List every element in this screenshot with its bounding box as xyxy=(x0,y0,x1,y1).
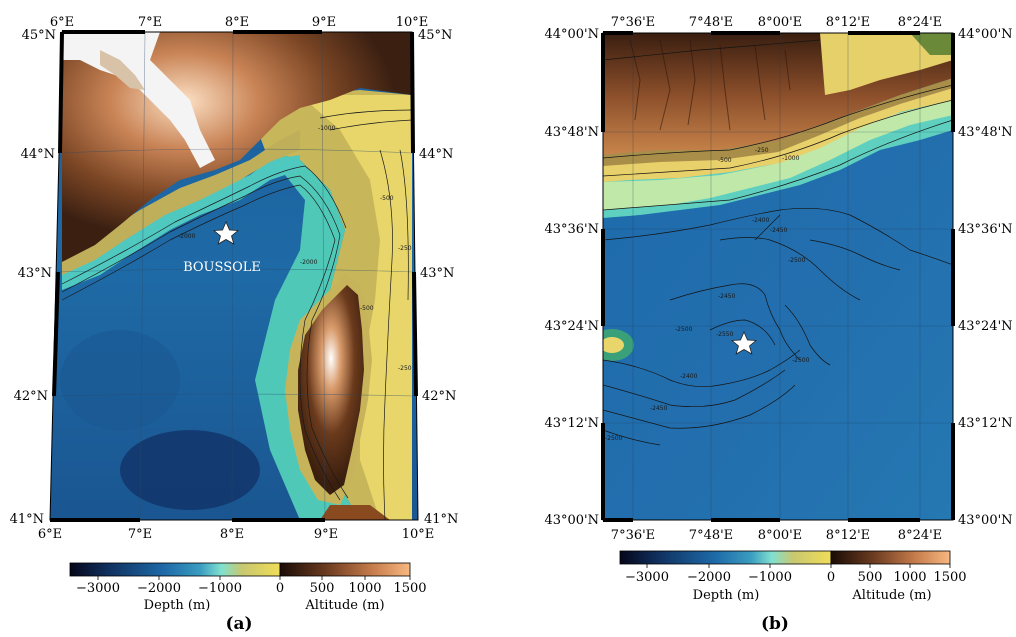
lat-label-left: 45°N xyxy=(22,28,56,43)
lat-label-right: 41°N xyxy=(424,512,458,527)
altitude-axis-label: Altitude (m) xyxy=(851,588,931,603)
contour-label: -1000 xyxy=(782,155,800,162)
contour-label: -2550 xyxy=(716,331,734,338)
lon-label-top: 6°E xyxy=(50,15,74,30)
panel-b-label: (b) xyxy=(761,614,789,634)
colorbar-tick: −1000 xyxy=(198,581,242,596)
contour-label: -250 xyxy=(755,147,769,154)
lon-label-bottom: 8°E xyxy=(220,527,244,542)
lat-label-left: 41°N xyxy=(10,512,44,527)
lon-label-top: 7°E xyxy=(138,15,162,30)
contour-label: -2000 xyxy=(178,233,196,240)
lat-label-right: 43°36'N xyxy=(958,222,1013,237)
lon-label-bottom: 8°12'E xyxy=(826,528,870,543)
panel-a: BOUSSOLE -2000 -2000 -1000 -500 -500 -25… xyxy=(0,0,480,637)
colorbar-tick: −3000 xyxy=(76,581,120,596)
lon-label-top: 10°E xyxy=(396,15,429,30)
contour-label: -2450 xyxy=(718,293,736,300)
lon-label-bottom: 7°48'E xyxy=(689,528,733,543)
map-a-svg: BOUSSOLE -2000 -2000 -1000 -500 -500 -25… xyxy=(10,15,459,613)
boussole-star-icon xyxy=(212,221,240,245)
lat-label-left: 43°00'N xyxy=(544,513,599,528)
lat-label-right: 43°48'N xyxy=(958,125,1013,140)
colorbar-tick: 1000 xyxy=(893,570,926,585)
lat-label-left: 42°N xyxy=(14,389,48,404)
colorbar-tick: 0 xyxy=(827,570,835,585)
contour-label: -2400 xyxy=(752,217,770,224)
map-b-terrain xyxy=(603,33,953,520)
contour-label: -500 xyxy=(718,157,732,164)
colorbar-tick: 1500 xyxy=(933,570,966,585)
colorbar-a: −3000 −2000 −1000 0 500 1000 1500 Depth … xyxy=(69,562,427,613)
colorbar-tick: 500 xyxy=(310,581,335,596)
lon-label-bottom: 9°E xyxy=(314,527,338,542)
contour-label: -2450 xyxy=(650,405,668,412)
contours-a xyxy=(61,109,413,520)
colorbar-tick: −1000 xyxy=(748,570,792,585)
lat-label-left: 43°48'N xyxy=(544,125,599,140)
lat-label-right: 44°00'N xyxy=(958,27,1013,42)
lon-label-bottom: 10°E xyxy=(402,527,435,542)
lat-label-right: 43°00'N xyxy=(958,513,1013,528)
lat-label-right: 45°N xyxy=(418,28,452,43)
lat-label-left: 43°N xyxy=(18,266,52,281)
contour-label: -2400 xyxy=(680,373,698,380)
colorbar-tick: 0 xyxy=(276,581,284,596)
map-a-terrain xyxy=(50,32,418,520)
boussole-star-icon xyxy=(730,331,758,355)
colorbar-tick: 1000 xyxy=(348,581,381,596)
lon-label-bottom: 6°E xyxy=(38,527,62,542)
lon-label-top: 9°E xyxy=(312,15,336,30)
lat-label-right: 42°N xyxy=(422,389,456,404)
lat-label-left: 43°36'N xyxy=(544,222,599,237)
map-b-svg: -2400 -2450 -2500 -2450 -2400 -2500 -255… xyxy=(544,15,1013,603)
contour-label: -250 xyxy=(398,365,412,372)
lon-label-bottom: 7°E xyxy=(128,527,152,542)
lon-label-bottom: 7°36'E xyxy=(611,528,655,543)
colorbar-tick: 1500 xyxy=(393,581,426,596)
lon-label-top: 7°36'E xyxy=(611,15,655,30)
colorbar-b: −3000 −2000 −1000 0 500 1000 1500 Depth … xyxy=(619,550,967,603)
lon-label-top: 7°48'E xyxy=(689,15,733,30)
depth-axis-label: Depth (m) xyxy=(693,588,760,603)
contours-b xyxy=(603,39,953,446)
frame-a xyxy=(50,30,418,522)
altitude-axis-label: Altitude (m) xyxy=(304,598,384,613)
lon-label-top: 8°E xyxy=(225,15,249,30)
lat-label-left: 43°12'N xyxy=(544,416,599,431)
contour-label: -500 xyxy=(380,195,394,202)
contour-label: -2500 xyxy=(675,326,693,333)
lon-label-bottom: 8°24'E xyxy=(898,528,942,543)
lon-label-top: 8°00'E xyxy=(758,15,802,30)
lat-label-right: 43°24'N xyxy=(958,319,1013,334)
colorbar-tick: −3000 xyxy=(625,570,669,585)
panel-a-label: (a) xyxy=(225,614,253,634)
contour-label: -2500 xyxy=(605,435,623,442)
boussole-label: BOUSSOLE xyxy=(183,260,261,275)
lon-label-top: 8°12'E xyxy=(826,15,870,30)
contour-label: -1000 xyxy=(318,125,336,132)
contour-label: -2500 xyxy=(792,357,810,364)
panel-b: -2400 -2450 -2500 -2450 -2400 -2500 -255… xyxy=(520,0,1016,637)
lat-label-left: 44°00'N xyxy=(544,27,599,42)
contour-label: -2000 xyxy=(300,259,318,266)
colorbar-tick: 500 xyxy=(858,570,883,585)
lon-label-top: 8°24'E xyxy=(898,15,942,30)
depth-axis-label: Depth (m) xyxy=(144,598,211,613)
lat-label-left: 43°24'N xyxy=(544,319,599,334)
lat-label-right: 43°12'N xyxy=(958,416,1013,431)
lat-label-left: 44°N xyxy=(21,147,55,162)
lat-label-right: 43°N xyxy=(420,266,454,281)
contour-label: -2500 xyxy=(788,257,806,264)
contour-label: -500 xyxy=(360,305,374,312)
contour-label: -2450 xyxy=(770,227,788,234)
colorbar-tick: −2000 xyxy=(687,570,731,585)
contour-label: -250 xyxy=(398,245,412,252)
lat-label-right: 44°N xyxy=(419,147,453,162)
lon-label-bottom: 8°00'E xyxy=(758,528,802,543)
colorbar-tick: −2000 xyxy=(137,581,181,596)
